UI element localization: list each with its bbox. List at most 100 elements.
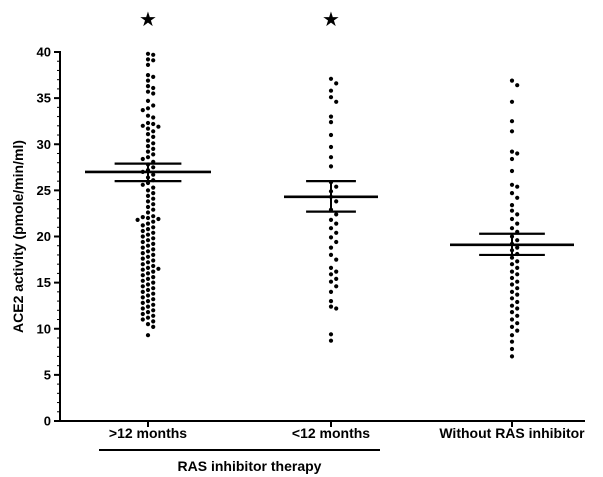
data-point bbox=[515, 221, 520, 226]
data-point bbox=[145, 315, 151, 320]
data-point bbox=[145, 265, 151, 270]
data-point bbox=[145, 271, 151, 276]
data-point bbox=[509, 216, 515, 222]
data-point bbox=[334, 230, 339, 235]
data-point bbox=[145, 51, 151, 56]
data-points bbox=[135, 51, 520, 359]
data-point bbox=[145, 126, 151, 131]
data-point bbox=[151, 202, 156, 207]
data-point bbox=[334, 284, 339, 289]
data-point bbox=[509, 129, 515, 134]
data-point bbox=[140, 289, 145, 294]
data-point bbox=[151, 129, 156, 134]
significance-star: ★ bbox=[139, 7, 157, 31]
data-point bbox=[151, 291, 156, 296]
data-point bbox=[334, 269, 339, 274]
data-point bbox=[515, 299, 520, 305]
data-point bbox=[145, 149, 151, 154]
data-point bbox=[509, 317, 515, 322]
data-point bbox=[334, 239, 339, 245]
data-point bbox=[151, 115, 156, 120]
data-point bbox=[140, 256, 145, 261]
data-point bbox=[151, 280, 156, 285]
data-point bbox=[328, 120, 334, 125]
data-point bbox=[140, 245, 145, 250]
data-point bbox=[151, 134, 156, 139]
data-point bbox=[509, 226, 515, 231]
data-point bbox=[151, 152, 156, 157]
data-point bbox=[145, 333, 151, 338]
data-point bbox=[151, 324, 156, 329]
y-axis: 0 5 10 15 20 25 30 35 40 bbox=[37, 45, 61, 429]
data-point bbox=[156, 124, 161, 129]
x-tick-label: Without RAS inhibitor bbox=[439, 425, 585, 441]
data-point bbox=[509, 208, 515, 213]
data-point bbox=[328, 235, 334, 240]
data-point bbox=[140, 123, 145, 128]
data-point bbox=[509, 296, 515, 301]
data-point bbox=[151, 52, 156, 57]
data-point bbox=[140, 284, 145, 289]
data-point bbox=[145, 57, 151, 62]
data-point bbox=[328, 299, 334, 304]
data-point bbox=[145, 188, 151, 193]
data-point bbox=[515, 292, 520, 297]
y-tick-label: 10 bbox=[37, 321, 51, 336]
data-point bbox=[328, 76, 334, 81]
data-point bbox=[334, 221, 339, 226]
data-point bbox=[328, 144, 334, 150]
data-point bbox=[145, 227, 151, 232]
data-point bbox=[334, 306, 339, 311]
data-point bbox=[145, 249, 151, 254]
y-tick-label: 15 bbox=[37, 275, 51, 290]
data-point bbox=[140, 300, 145, 305]
data-point bbox=[509, 255, 515, 260]
data-point bbox=[334, 184, 339, 189]
data-point bbox=[509, 275, 515, 281]
data-point bbox=[151, 219, 156, 224]
data-point bbox=[145, 232, 151, 237]
data-point bbox=[140, 273, 145, 278]
data-point bbox=[509, 333, 515, 338]
data-point bbox=[151, 207, 156, 212]
data-point bbox=[334, 257, 339, 262]
data-point bbox=[151, 91, 156, 96]
x-tick-label: >12 months bbox=[109, 425, 187, 441]
data-point bbox=[151, 269, 156, 274]
data-point bbox=[145, 144, 151, 149]
data-point bbox=[515, 259, 520, 264]
data-point bbox=[151, 302, 156, 307]
data-point bbox=[145, 120, 151, 126]
data-point bbox=[151, 236, 156, 241]
data-point bbox=[328, 272, 334, 277]
data-point bbox=[156, 266, 161, 271]
data-point bbox=[328, 279, 334, 284]
data-point bbox=[151, 185, 156, 190]
data-point bbox=[140, 317, 145, 322]
data-point bbox=[145, 243, 151, 248]
y-tick-label: 20 bbox=[37, 229, 51, 244]
data-point bbox=[145, 210, 151, 215]
data-point bbox=[140, 306, 145, 311]
data-point bbox=[328, 338, 334, 343]
data-point bbox=[509, 282, 515, 287]
data-point bbox=[151, 214, 156, 219]
data-point bbox=[151, 275, 156, 280]
data-point bbox=[334, 99, 339, 104]
y-tick-label: 5 bbox=[44, 367, 51, 382]
data-point bbox=[509, 182, 515, 187]
data-point bbox=[509, 191, 515, 196]
data-point bbox=[140, 278, 145, 283]
data-point bbox=[328, 217, 334, 222]
data-point bbox=[509, 203, 515, 208]
data-point bbox=[145, 238, 151, 243]
data-point bbox=[509, 339, 515, 344]
group-label: RAS inhibitor therapy bbox=[178, 458, 322, 474]
data-point bbox=[151, 74, 156, 79]
data-point bbox=[151, 241, 156, 246]
data-point bbox=[509, 168, 515, 174]
data-point bbox=[334, 199, 339, 204]
data-point bbox=[328, 132, 334, 138]
data-point bbox=[145, 322, 151, 327]
data-point bbox=[140, 223, 145, 228]
